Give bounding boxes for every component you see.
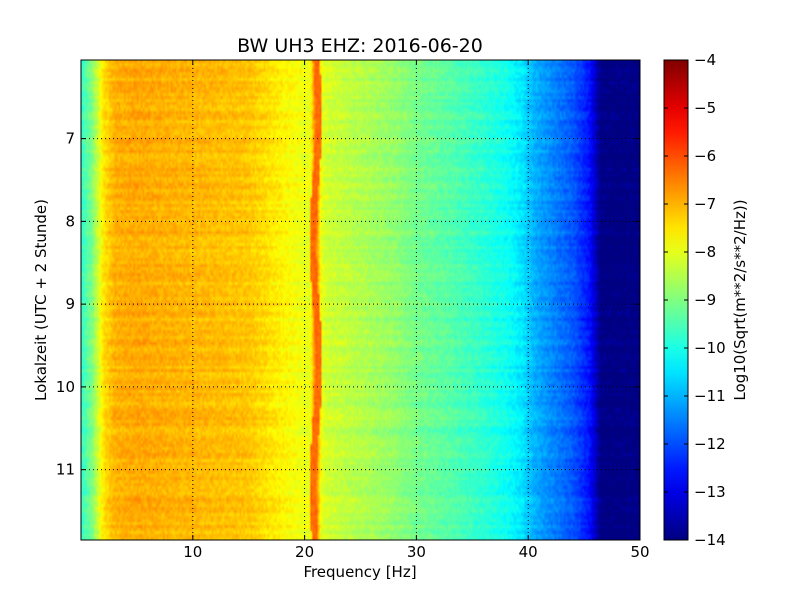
colorbar: −4 −5 −6 −7 −8 −9 −10 −11 −12 −13 −14 Log10(Sqrt(m… — [663, 51, 749, 549]
y-axis-ticks: 7 8 9 10 11 — [56, 130, 640, 479]
colorbar-tick-label: −4 — [694, 51, 716, 69]
colorbar-tick-label: −12 — [694, 435, 726, 453]
colorbar-tick-label: −7 — [694, 195, 716, 213]
colorbar-tick-label: −6 — [694, 147, 716, 165]
y-tick-label: 10 — [56, 378, 75, 396]
x-tick-label: 10 — [183, 543, 202, 561]
plot-frame — [80, 59, 641, 541]
x-tick-label: 50 — [630, 543, 649, 561]
chart-title: BW UH3 EHZ: 2016-06-20 — [237, 35, 483, 57]
colorbar-tick-label: −11 — [694, 387, 726, 405]
colorbar-tick-label: −8 — [694, 243, 716, 261]
colorbar-tick-label: −10 — [694, 339, 726, 357]
colorbar-tick-label: −5 — [694, 99, 716, 117]
colorbar-tick-label: −14 — [694, 531, 726, 549]
x-axis-label: Frequency [Hz] — [303, 563, 416, 581]
y-tick-label: 8 — [65, 212, 75, 230]
spectrogram-heatmap — [81, 60, 640, 540]
colorbar-tick-label: −9 — [694, 291, 716, 309]
y-tick-label: 11 — [56, 461, 75, 479]
x-tick-label: 20 — [295, 543, 314, 561]
x-axis-ticks: 10 20 30 40 50 — [183, 60, 650, 561]
y-tick-label: 7 — [65, 130, 75, 148]
x-tick-label: 30 — [407, 543, 426, 561]
colorbar-label: Log10(Sqrt(m**2/s**2/Hz)) — [731, 199, 749, 400]
colorbar-tick-label: −13 — [694, 483, 726, 501]
y-axis-label: Lokalzeit (UTC + 2 Stunde) — [32, 199, 50, 401]
plot-area: 10 20 30 40 50 7 8 9 10 11 — [56, 59, 650, 561]
x-tick-label: 40 — [519, 543, 538, 561]
y-tick-label: 9 — [65, 295, 75, 313]
colorbar-ticks: −4 −5 −6 −7 −8 −9 −10 −11 −12 −13 −14 — [664, 51, 726, 549]
grid-lines — [81, 60, 640, 540]
